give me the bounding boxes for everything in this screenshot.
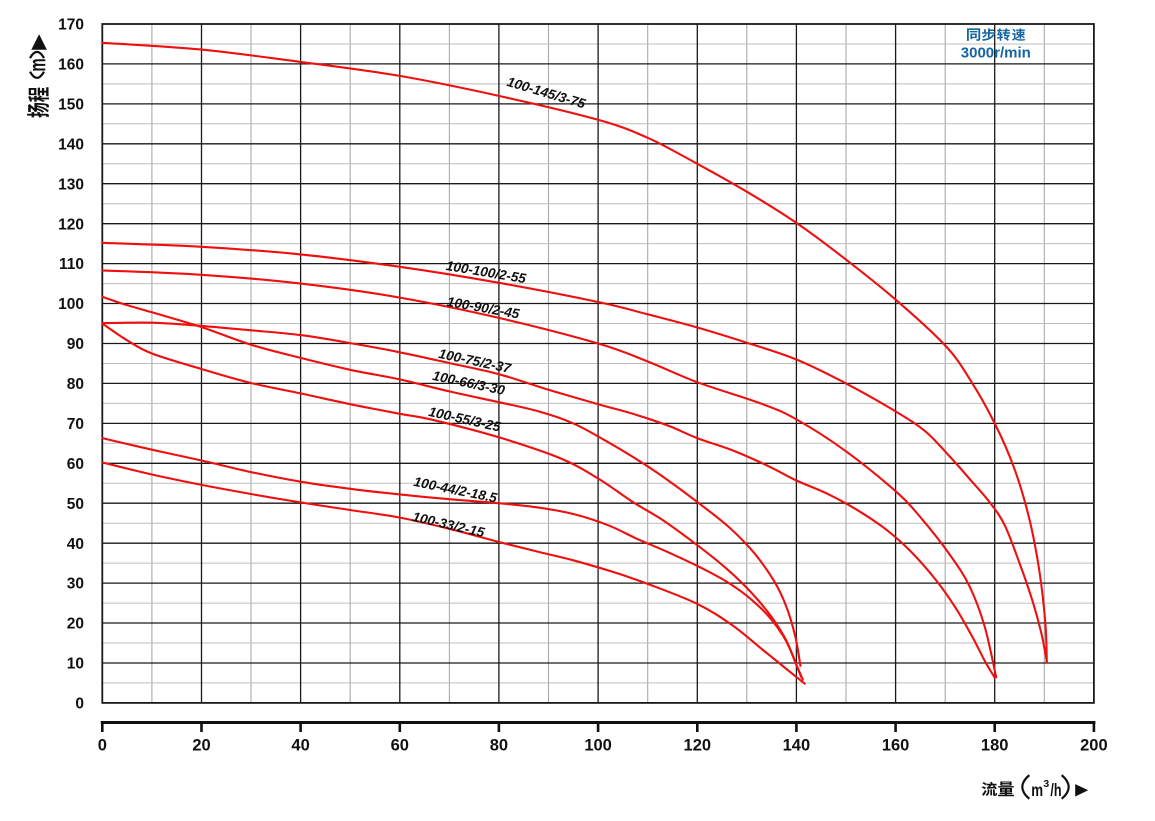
svg-text:60: 60 [67,456,84,473]
svg-text:80: 80 [490,737,508,755]
svg-text:/h: /h [1050,781,1061,801]
svg-text:40: 40 [67,536,84,553]
svg-text:50: 50 [67,496,84,513]
svg-text:100: 100 [58,296,84,313]
svg-text:140: 140 [58,136,84,153]
svg-text:0: 0 [98,737,107,755]
svg-text:160: 160 [58,57,84,74]
svg-text:160: 160 [882,737,910,755]
svg-text:3000r/min: 3000r/min [961,45,1031,62]
svg-text:90: 90 [67,336,84,353]
svg-text:40: 40 [291,737,309,755]
svg-text:0: 0 [75,696,84,713]
svg-text:20: 20 [67,616,84,633]
svg-text:60: 60 [391,737,409,755]
svg-text:140: 140 [783,737,811,755]
svg-text:10: 10 [67,656,84,673]
svg-text:180: 180 [981,737,1009,755]
svg-text:110: 110 [59,256,84,273]
svg-text:3: 3 [1043,778,1049,790]
svg-text:170: 170 [58,17,84,34]
svg-text:100: 100 [584,737,612,755]
svg-text:150: 150 [58,97,84,114]
svg-text:120: 120 [684,737,712,755]
svg-text:200: 200 [1080,737,1108,755]
svg-text:80: 80 [67,376,84,393]
svg-text:m: m [1031,781,1043,800]
svg-text:130: 130 [58,176,84,193]
svg-text:30: 30 [67,576,84,593]
svg-text:70: 70 [67,416,84,433]
svg-text:20: 20 [192,737,210,755]
svg-text:120: 120 [58,216,84,233]
